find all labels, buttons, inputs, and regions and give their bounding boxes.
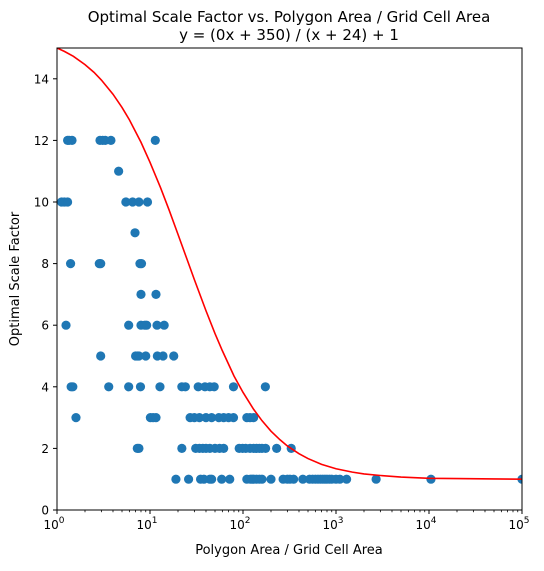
data-point	[335, 474, 345, 484]
data-point	[124, 382, 134, 392]
chart-title: Optimal Scale Factor vs. Polygon Area / …	[88, 8, 491, 26]
data-point	[142, 320, 152, 330]
data-point	[150, 135, 160, 145]
data-point	[257, 474, 267, 484]
data-point	[207, 474, 217, 484]
data-point	[261, 443, 271, 453]
data-point	[121, 197, 131, 207]
data-point	[228, 382, 239, 392]
data-point	[61, 320, 71, 330]
x-tick-label: 103	[322, 516, 343, 532]
data-point	[134, 351, 144, 361]
x-tick-exponent: 1	[152, 516, 158, 526]
y-tick-label: 2	[41, 442, 49, 456]
y-axis: 0 2 4 6 8 10 12 14	[34, 72, 57, 518]
data-point	[193, 382, 203, 392]
data-point	[152, 320, 162, 330]
data-point	[96, 351, 106, 361]
data-point	[371, 474, 381, 484]
data-point	[171, 474, 181, 484]
x-tick-label: 100	[43, 516, 64, 532]
x-tick-exponent: 2	[245, 516, 251, 526]
data-point	[135, 382, 146, 392]
data-point	[159, 320, 169, 330]
y-tick-label: 6	[41, 319, 49, 333]
data-point	[207, 413, 217, 423]
data-point	[130, 228, 140, 238]
data-point	[128, 197, 138, 207]
y-tick-label: 14	[34, 72, 49, 86]
data-point	[249, 413, 259, 423]
data-point	[225, 474, 235, 484]
x-axis: 100 101 102 103 104 105	[43, 510, 530, 532]
x-tick-label: 105	[508, 516, 529, 532]
x-tick-exponent: 4	[431, 516, 437, 526]
fit-curve-layer	[57, 48, 522, 480]
data-point	[289, 474, 299, 484]
y-tick-label: 12	[34, 134, 49, 148]
y-tick-label: 0	[41, 504, 49, 518]
data-point	[158, 351, 168, 361]
chart-subtitle: y = (0x + 350) / (x + 24) + 1	[179, 26, 399, 44]
scatter-points	[57, 135, 522, 484]
data-point	[342, 474, 352, 484]
data-point	[151, 413, 161, 423]
data-point	[141, 351, 151, 361]
fit-curve	[57, 48, 522, 480]
data-point	[134, 197, 144, 207]
data-point	[136, 259, 147, 269]
data-point	[426, 474, 436, 484]
data-point	[124, 320, 134, 330]
data-point	[71, 413, 81, 423]
data-point	[114, 166, 124, 176]
data-point	[228, 413, 239, 423]
y-tick-label: 10	[34, 196, 49, 210]
x-tick-label: 102	[229, 516, 250, 532]
data-point	[260, 382, 270, 392]
data-point	[96, 259, 106, 269]
data-point	[219, 443, 229, 453]
y-tick-label: 4	[41, 380, 49, 394]
data-point	[136, 289, 146, 299]
data-point	[169, 351, 179, 361]
y-tick-label: 8	[41, 257, 49, 271]
x-axis-label: Polygon Area / Grid Cell Area	[195, 543, 383, 558]
data-point	[217, 474, 227, 484]
plot-frame	[56, 47, 523, 511]
x-tick-exponent: 3	[338, 516, 344, 526]
data-point	[180, 382, 190, 392]
data-point	[68, 382, 78, 392]
data-point	[183, 474, 194, 484]
data-point	[134, 443, 144, 453]
data-point	[177, 443, 187, 453]
data-point	[151, 289, 161, 299]
data-point	[266, 474, 276, 484]
y-axis-label: Optimal Scale Factor	[8, 211, 23, 346]
data-point	[65, 259, 76, 269]
data-point	[194, 413, 205, 423]
x-tick-exponent: 0	[59, 516, 65, 526]
data-point	[298, 474, 308, 484]
data-point	[63, 197, 73, 207]
data-point	[106, 135, 116, 145]
x-tick-label: 104	[415, 516, 436, 532]
data-point	[67, 135, 77, 145]
data-point	[272, 443, 282, 453]
x-tick-exponent: 5	[524, 516, 530, 526]
plot-area	[57, 48, 522, 484]
data-point	[104, 382, 114, 392]
data-point	[209, 382, 219, 392]
x-tick-label: 101	[136, 516, 157, 532]
data-point	[142, 197, 153, 207]
data-point	[155, 382, 165, 392]
